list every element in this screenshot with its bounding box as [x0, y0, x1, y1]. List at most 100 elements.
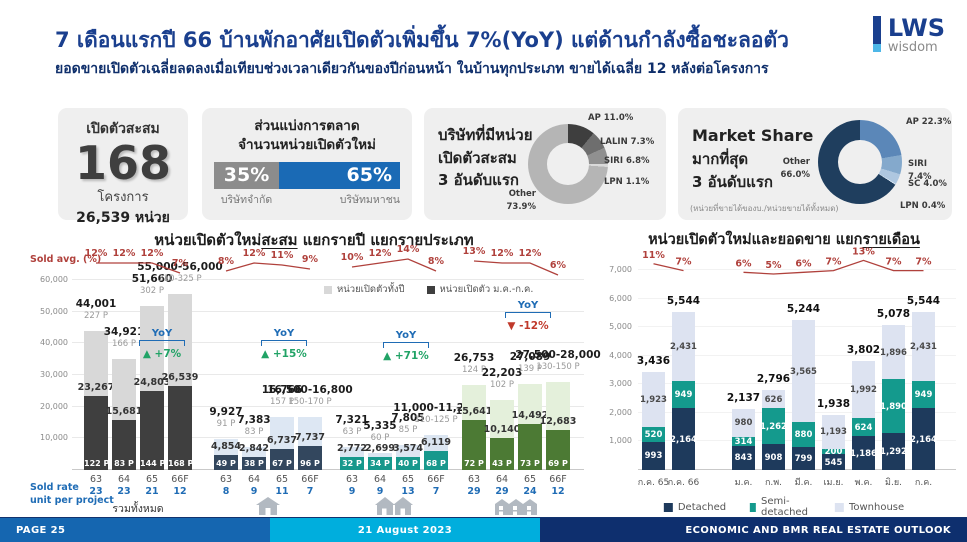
house-single-icon	[246, 496, 290, 520]
x-label-sold-rate: 13	[401, 486, 415, 497]
bar-project-label: 130-150 P	[536, 362, 580, 373]
y-tick-label: 40,000	[40, 338, 68, 348]
bar-project-label: 110-125 P	[414, 414, 458, 425]
group-caption-total: รวมทั้งหมด	[112, 503, 164, 515]
x-label-sold-rate: 29	[495, 486, 509, 497]
svg-text:12%: 12%	[85, 248, 108, 259]
segment-detached-3	[762, 444, 785, 470]
top_launch_donut-label-other: Other 73.9%	[506, 189, 537, 212]
x-label-month: ก.พ.	[764, 478, 783, 488]
y-tick-label: 50,000	[40, 306, 68, 316]
segment-value-label: 949	[914, 390, 933, 401]
svg-text:13%: 13%	[852, 246, 875, 257]
segment-value-label: 2,164	[670, 434, 697, 445]
y-tick-label: 3,000	[609, 379, 632, 389]
x-label-year: 66F	[171, 474, 189, 485]
right-plot-area: 993 520 1,923 3,436 2,164 949 2,431 5,544 843 314…	[602, 269, 966, 470]
segment-semi-detached-2	[732, 436, 755, 446]
legend-label-0: หน่วยเปิดตัวทั้งปี	[337, 284, 405, 295]
bar-rate-label: 83 P	[114, 459, 134, 468]
legend-item-semi-detached: Semi-detached	[750, 496, 811, 518]
footer-date: 21 August 2023	[270, 518, 540, 542]
x-label-year: 66F	[427, 474, 445, 485]
y-tick-label: 6,000	[609, 293, 632, 303]
bar-part-none-65	[140, 391, 164, 470]
bar-total-value: 9,927	[209, 405, 243, 418]
x-label-sold-rate: 11	[275, 486, 289, 497]
x-label-year: 65	[523, 474, 537, 485]
legend-item-1: หน่วยเปิดตัว ม.ค.-ก.ค.	[426, 282, 533, 297]
market-split-title1: ส่วนแบ่งการตลาด	[254, 118, 360, 134]
top-launch-title: บริษัทที่มีหน่วย เปิดตัวสะสม 3 อันดับแรก	[438, 124, 532, 192]
segment-value-label: 1,262	[760, 421, 787, 432]
x-label-sold-rate: 9	[376, 486, 384, 497]
legend-swatch-detached	[663, 502, 673, 512]
x-label-month: ก.ค. 66	[667, 478, 700, 488]
segment-value-label: 200	[824, 447, 843, 458]
bar-rate-label: 122 P	[84, 459, 110, 468]
gridline	[72, 279, 584, 280]
x-label-year: 66F	[549, 474, 567, 485]
x-label-sold-rate: 12	[551, 486, 565, 497]
x-label-sold-rate: 9	[250, 486, 258, 497]
bar-rate-label: 43 P	[492, 459, 512, 468]
segment-townhouse-5	[822, 414, 845, 449]
bar-total-value: 34,921	[103, 326, 145, 339]
segment-townhouse-4	[792, 320, 815, 423]
x-label-month: ม.ค.	[734, 478, 753, 488]
bar-total-value: 27,500-28,000	[515, 349, 601, 362]
x-label-sold-rate: 21	[145, 486, 159, 497]
gridline	[72, 405, 584, 407]
svg-text:8%: 8%	[428, 256, 445, 267]
gridline	[72, 437, 584, 439]
market-split-bar: 35% 65%	[214, 161, 400, 189]
market-split-title2: จำนวนหน่วยเปิดตัวใหม่	[238, 136, 376, 153]
bar-total-value: 2,796	[756, 373, 791, 386]
legend-swatch-semi-detached	[750, 502, 757, 512]
yoy-value: ▲ +7%	[142, 348, 182, 360]
x-label-year: 65	[145, 474, 159, 485]
sold-rate-label-line2: unit per project	[30, 494, 114, 506]
segment-townhouse-0	[642, 371, 665, 427]
bar-rate-label: 34 P	[370, 459, 390, 468]
bar-total-value: 55,000-56,000	[137, 261, 223, 274]
top_launch_donut-label-ap: AP 11.0%	[588, 113, 634, 123]
bar-total-value: 51,660	[131, 273, 173, 286]
yoy-annotation-2: YoY ▲ +71%	[383, 330, 429, 362]
segment-value-label: 2,431	[670, 341, 697, 352]
bar-part-house-row-65	[518, 424, 542, 470]
segment-semi-detached-7	[882, 379, 905, 434]
segment-townhouse-1	[672, 311, 695, 382]
svg-text:11%: 11%	[642, 250, 665, 261]
bar-part-value: 24,803	[133, 377, 171, 389]
bar-project-label: 139 P	[517, 364, 543, 375]
segment-value-label: 1,193	[820, 427, 847, 438]
yoy-annotation-1: YoY ▲ +15%	[261, 328, 307, 360]
segment-townhouse-2	[732, 408, 755, 437]
bar-total-value: 16,766	[261, 383, 303, 396]
segment-value-label: 980	[734, 418, 753, 429]
x-label-sold-rate: 12	[173, 486, 187, 497]
legend-left: หน่วยเปิดตัวทั้งปี หน่วยเปิดตัว ม.ค.-ก.ค.	[324, 282, 533, 297]
bar-part-value: 3,574	[392, 443, 424, 454]
bar-part-none-63	[84, 396, 108, 470]
chart-right-title-underline: รายเดือน	[862, 232, 920, 248]
bar-part-value: 12,683	[539, 415, 577, 427]
market-share-title-line1: Market Share	[692, 126, 814, 145]
segment-semi-detached-1	[672, 381, 695, 409]
bar-project-label: 60 P	[370, 433, 390, 444]
bar-project-label: 310-325 P	[158, 274, 202, 285]
yoy-bracket	[505, 312, 551, 318]
svg-text:7%: 7%	[825, 257, 842, 268]
segment-value-label: 843	[734, 453, 753, 464]
bar-rate-label: 96 P	[300, 459, 320, 468]
bar-part-house-row-63	[462, 420, 486, 470]
segment-detached-2	[732, 445, 755, 470]
segment-detached-8	[912, 408, 935, 470]
yoy-label: YoY	[151, 328, 173, 339]
market_share_donut-label-siri: SIRI 7.4%	[908, 159, 932, 182]
bar-rate-label: 40 P	[398, 459, 418, 468]
y-tick-label: 2,000	[609, 407, 632, 417]
x-axis-line	[72, 469, 584, 470]
y-tick-label: 5,000	[609, 322, 632, 332]
